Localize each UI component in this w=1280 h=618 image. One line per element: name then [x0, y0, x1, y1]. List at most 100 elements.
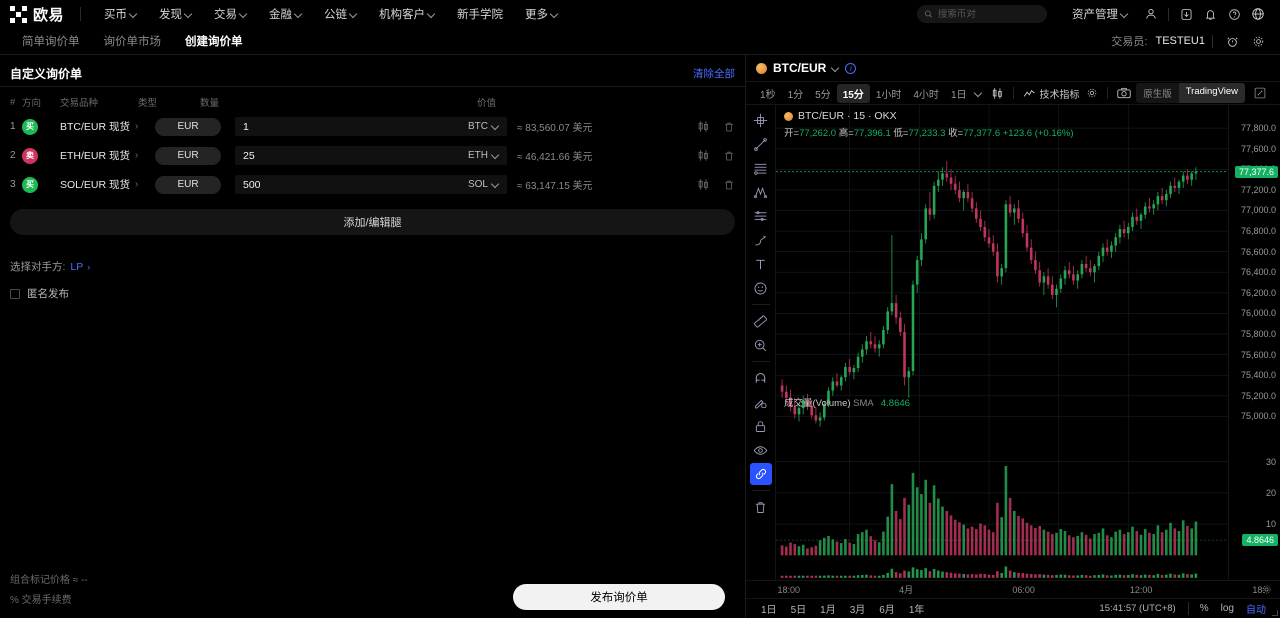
nav-item-public-chain[interactable]: 公链: [313, 6, 368, 22]
lock-drawings-icon[interactable]: [750, 415, 772, 437]
range-5d[interactable]: 5日: [790, 605, 807, 616]
range-3mo[interactable]: 3月: [849, 605, 866, 616]
alarm-clock-icon[interactable]: [1220, 30, 1244, 52]
range-1y[interactable]: 1年: [908, 605, 925, 616]
user-account-icon[interactable]: [1139, 3, 1163, 25]
order-type-pill[interactable]: EUR: [155, 175, 221, 194]
zoom-in-tool-icon[interactable]: [750, 334, 772, 356]
order-type-pill[interactable]: EUR: [155, 146, 221, 165]
unit-selector[interactable]: BTC: [468, 121, 499, 132]
checkbox-box[interactable]: [10, 288, 20, 299]
nav-item-institutional[interactable]: 机构客户: [368, 6, 446, 22]
timeframe-1s[interactable]: 1秒: [760, 89, 776, 101]
time-axis[interactable]: 18:00 4月 06:00 12:00 18:: [746, 580, 1280, 598]
timeframe-5m[interactable]: 5分: [815, 89, 831, 101]
side-cell[interactable]: 买: [22, 118, 60, 135]
drawing-mode-tool-icon[interactable]: [750, 391, 772, 413]
help-icon[interactable]: [1222, 3, 1246, 25]
settings-gear-icon[interactable]: [1246, 30, 1270, 52]
hide-drawings-eye-icon[interactable]: [750, 439, 772, 461]
chart-settings-gear-icon[interactable]: [1083, 87, 1101, 99]
language-globe-icon[interactable]: [1246, 3, 1270, 25]
view-mode-tradingview[interactable]: TradingView: [1178, 83, 1245, 103]
fib-pattern-tool-icon[interactable]: [750, 181, 772, 203]
timeframe-15m[interactable]: 15分: [836, 83, 870, 103]
quantity-cell[interactable]: ETH: [235, 146, 507, 165]
timeframe-1h[interactable]: 1小时: [875, 89, 902, 101]
delete-row-icon[interactable]: [723, 179, 735, 191]
nav-item-finance[interactable]: 金融: [258, 6, 313, 22]
chart-pair-name[interactable]: BTC/EUR: [773, 61, 827, 75]
resize-handle[interactable]: [1272, 610, 1278, 616]
side-cell[interactable]: 卖: [22, 147, 60, 164]
remove-drawings-trash-icon[interactable]: [750, 496, 772, 518]
search-input[interactable]: [937, 8, 1040, 20]
unit-selector[interactable]: ETH: [468, 150, 499, 161]
quantity-cell[interactable]: BTC: [235, 117, 507, 136]
quantity-input[interactable]: [243, 178, 397, 191]
range-6mo[interactable]: 6月: [879, 605, 895, 616]
log-scale-toggle[interactable]: log: [1220, 603, 1234, 614]
notifications-bell-icon[interactable]: [1198, 3, 1222, 25]
chevron-right-icon[interactable]: ›: [87, 261, 91, 272]
nav-item-buy-crypto[interactable]: 买币: [93, 6, 148, 22]
horizontal-lines-tool-icon[interactable]: [750, 157, 772, 179]
clear-all-button[interactable]: 清除全部: [693, 68, 735, 80]
okx-logo[interactable]: 欧易: [10, 4, 64, 25]
anonymous-publish-checkbox[interactable]: 匿名发布: [10, 286, 745, 301]
auto-scale-toggle[interactable]: 自动: [1246, 605, 1266, 616]
snapshot-icon[interactable]: [1114, 87, 1134, 99]
unit-selector[interactable]: SOL: [468, 179, 499, 190]
range-1d[interactable]: 1日: [761, 605, 777, 616]
view-mode-native[interactable]: 原生版: [1143, 89, 1172, 100]
nav-item-more[interactable]: 更多: [514, 6, 569, 22]
delete-row-icon[interactable]: [723, 150, 735, 162]
tab-rfq-market[interactable]: 询价单市场: [103, 36, 162, 48]
chart-type-icon[interactable]: [988, 87, 1007, 100]
add-edit-leg-button[interactable]: 添加/编辑腿: [10, 209, 735, 235]
text-tool-icon[interactable]: [750, 253, 772, 275]
nav-item-academy[interactable]: 新手学院: [446, 6, 514, 22]
chevron-down-icon[interactable]: [975, 90, 982, 97]
range-1mo[interactable]: 1月: [820, 605, 836, 616]
price-axis[interactable]: 77,800.077,600.077,400.077,200.077,000.0…: [1228, 105, 1280, 580]
emoji-tool-icon[interactable]: [750, 277, 772, 299]
magnet-tool-icon[interactable]: [750, 367, 772, 389]
quantity-input[interactable]: [243, 149, 397, 162]
brush-tool-icon[interactable]: [750, 229, 772, 251]
candlestick-chart-icon[interactable]: [697, 120, 710, 133]
time-axis-settings-icon[interactable]: [1261, 584, 1272, 595]
instrument-selector[interactable]: BTC/EUR 现货 ›: [60, 119, 155, 134]
fib-retracement-tool-icon[interactable]: [750, 205, 772, 227]
measure-ruler-tool-icon[interactable]: [750, 310, 772, 332]
nav-item-asset-management[interactable]: 资产管理: [1061, 6, 1139, 22]
timeframe-1m[interactable]: 1分: [787, 89, 804, 101]
tab-simple-rfq[interactable]: 简单询价单: [22, 36, 80, 48]
quantity-input[interactable]: [243, 120, 397, 133]
order-type-pill[interactable]: EUR: [155, 117, 221, 136]
candlestick-chart-icon[interactable]: [697, 149, 710, 162]
fullscreen-icon[interactable]: [1248, 82, 1272, 104]
tab-create-rfq[interactable]: 创建询价单: [185, 36, 243, 48]
timeframe-4h[interactable]: 4小时: [913, 89, 939, 101]
instrument-selector[interactable]: SOL/EUR 现货 ›: [60, 177, 155, 192]
candlestick-chart-icon[interactable]: [697, 178, 710, 191]
sync-drawings-link-icon[interactable]: [749, 463, 772, 485]
publish-rfq-button[interactable]: 发布询价单: [513, 584, 725, 610]
nav-item-discover[interactable]: 发现: [148, 6, 203, 22]
delete-row-icon[interactable]: [723, 121, 735, 133]
counterparty-value[interactable]: LP: [70, 260, 84, 273]
crosshair-tool-icon[interactable]: [750, 109, 772, 131]
trend-line-tool-icon[interactable]: [750, 133, 772, 155]
nav-item-trade[interactable]: 交易: [203, 6, 258, 22]
candlestick-chart-canvas[interactable]: BTC/EUR · 15 · OKX 开=77,262.0 高=77,396.1…: [776, 105, 1228, 580]
quantity-cell[interactable]: SOL: [235, 175, 507, 194]
timeframe-1d[interactable]: 1日: [950, 89, 967, 101]
search-box[interactable]: [917, 5, 1047, 23]
percent-scale-toggle[interactable]: %: [1199, 603, 1209, 614]
chevron-down-icon[interactable]: [832, 65, 839, 72]
download-icon[interactable]: [1174, 3, 1198, 25]
indicators-button[interactable]: 技术指标: [1020, 86, 1083, 101]
info-icon[interactable]: i: [845, 62, 857, 74]
side-cell[interactable]: 买: [22, 176, 60, 193]
